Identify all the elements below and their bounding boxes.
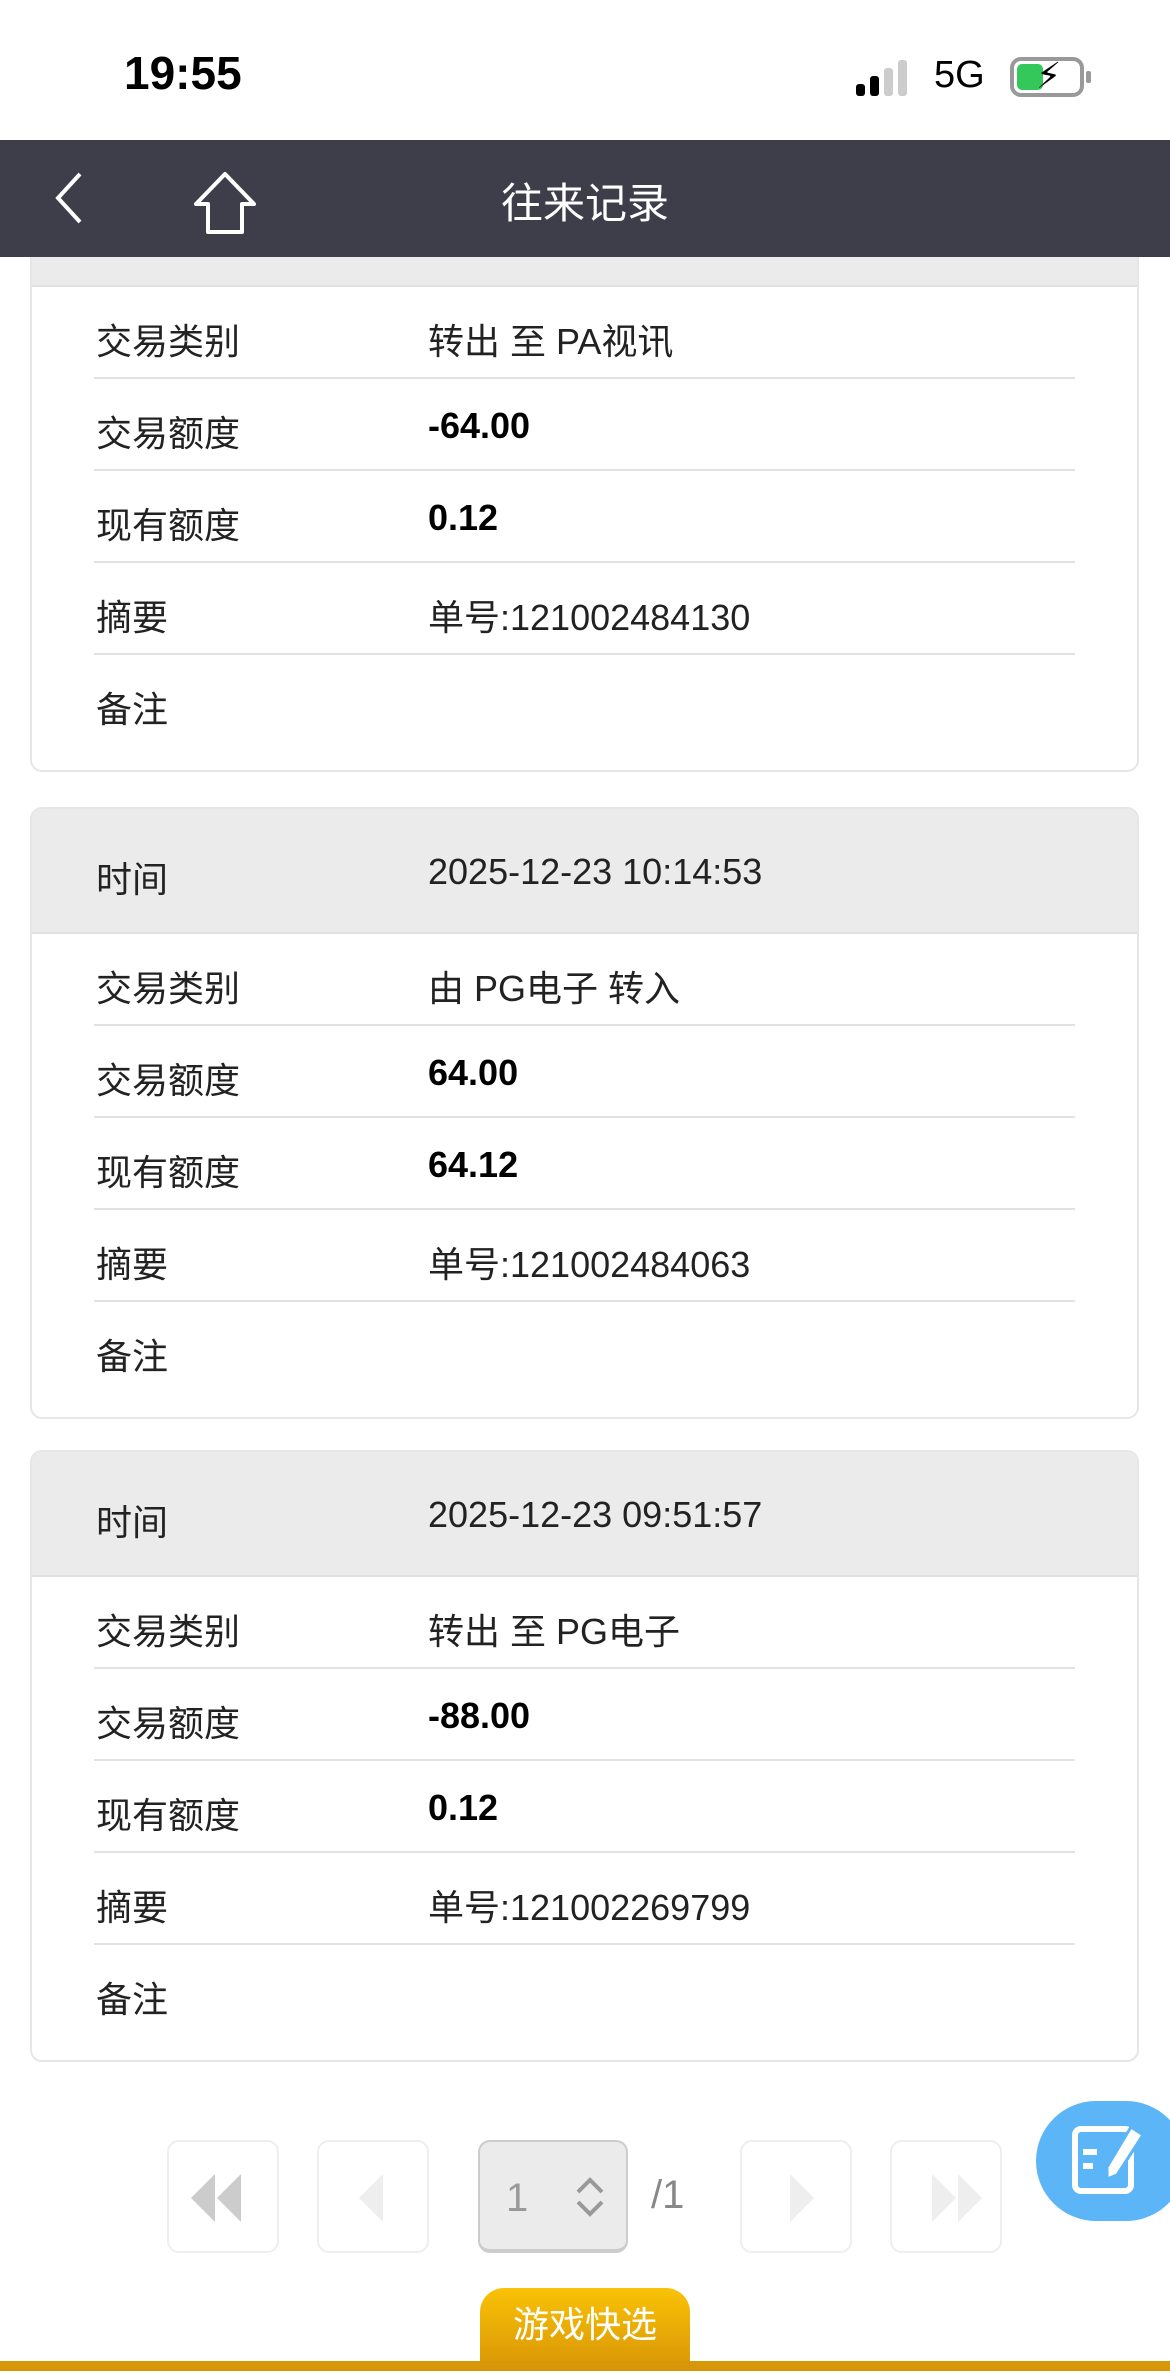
record-header: 时间 2025-12-23 09:51:57 (32, 1452, 1137, 1577)
signal-icon (856, 60, 916, 96)
page-title: 往来记录 (500, 180, 669, 227)
record-row: 交易额度 -88.00 (94, 1669, 1075, 1761)
edit-note-button[interactable] (1036, 2101, 1170, 2221)
row-label: 现有额度 (96, 1795, 241, 1836)
record-row: 现有额度 0.12 (94, 1761, 1075, 1853)
row-label: 备注 (96, 689, 169, 730)
row-value: 0.12 (428, 1787, 499, 1828)
row-label: 现有额度 (96, 505, 241, 546)
record-header: 时间 2025-12-23 10:14:53 (32, 809, 1137, 934)
row-label: 交易额度 (96, 413, 241, 454)
record-row: 摘要 单号:121002484130 (94, 563, 1075, 655)
time-value: 2025-12-23 09:51:57 (428, 1494, 763, 1535)
row-label: 交易额度 (96, 1703, 241, 1744)
updown-chevron-icon (576, 2177, 604, 2217)
record-row: 备注 (94, 655, 1075, 747)
current-page: 1 (506, 2176, 529, 2220)
row-value: 转出 至 PG电子 (428, 1611, 681, 1652)
record-card: 时间 2025-12-23 09:51:57 交易类别 转出 至 PG电子交易额度 -8… (30, 1450, 1139, 2062)
time-label: 时间 (96, 859, 169, 900)
row-label: 交易类别 (96, 1611, 241, 1652)
record-row: 交易类别 转出 至 PA视讯 (94, 287, 1075, 379)
record-row: 摘要 单号:121002484063 (94, 1210, 1075, 1302)
row-value: 由 PG电子 转入 (428, 968, 681, 1009)
record-row: 现有额度 64.12 (94, 1118, 1075, 1210)
row-label: 备注 (96, 1979, 169, 2020)
row-value: -64.00 (428, 405, 531, 446)
row-value: 单号:121002484130 (428, 597, 751, 638)
row-value: 转出 至 PA视讯 (428, 321, 674, 362)
time-value: 2025-12-23 10:14:53 (428, 851, 763, 892)
row-value: 单号:121002269799 (428, 1887, 751, 1928)
record-row: 备注 (94, 1302, 1075, 1394)
row-label: 摘要 (96, 1887, 169, 1928)
next-page-button[interactable] (740, 2140, 852, 2253)
status-time: 19:55 (124, 47, 242, 99)
bottom-bar (0, 2361, 1170, 2371)
record-row: 交易类别 由 PG电子 转入 (94, 934, 1075, 1026)
row-label: 交易类别 (96, 321, 241, 362)
record-card: 时间 2025-12-23 10:14:53 交易类别 由 PG电子 转入交易额度 64… (30, 807, 1139, 1419)
record-row: 摘要 单号:121002269799 (94, 1853, 1075, 1945)
row-value: 0.12 (428, 497, 499, 538)
row-label: 摘要 (96, 597, 169, 638)
record-row: 交易额度 64.00 (94, 1026, 1075, 1118)
total-pages: /1 (651, 2173, 685, 2217)
network-type: 5G (934, 54, 985, 96)
game-quick-select-tab[interactable]: 游戏快选 (480, 2288, 690, 2362)
row-value: 64.00 (428, 1052, 519, 1093)
record-row: 交易类别 转出 至 PG电子 (94, 1577, 1075, 1669)
battery-icon: ⚡ (1010, 55, 1091, 97)
record-row: 备注 (94, 1945, 1075, 2037)
nav-bar: 往来记录 (0, 140, 1170, 257)
home-icon[interactable] (190, 170, 260, 236)
edit-note-icon (1072, 2124, 1146, 2194)
row-label: 摘要 (96, 1244, 169, 1285)
first-page-button[interactable] (167, 2140, 279, 2253)
time-label: 时间 (96, 1502, 169, 1543)
prev-page-button[interactable] (317, 2140, 429, 2253)
chevron-left-icon[interactable] (50, 168, 90, 228)
row-value: 单号:121002484063 (428, 1244, 751, 1285)
status-bar: 19:55 5G ⚡ (0, 0, 1170, 140)
record-row: 现有额度 0.12 (94, 471, 1075, 563)
row-label: 备注 (96, 1336, 169, 1377)
last-page-button[interactable] (890, 2140, 1002, 2253)
row-label: 交易类别 (96, 968, 241, 1009)
row-value: -88.00 (428, 1695, 531, 1736)
row-label: 交易额度 (96, 1060, 241, 1101)
record-row: 交易额度 -64.00 (94, 379, 1075, 471)
row-label: 现有额度 (96, 1152, 241, 1193)
page-select[interactable]: 1 (478, 2140, 628, 2253)
row-value: 64.12 (428, 1144, 519, 1185)
